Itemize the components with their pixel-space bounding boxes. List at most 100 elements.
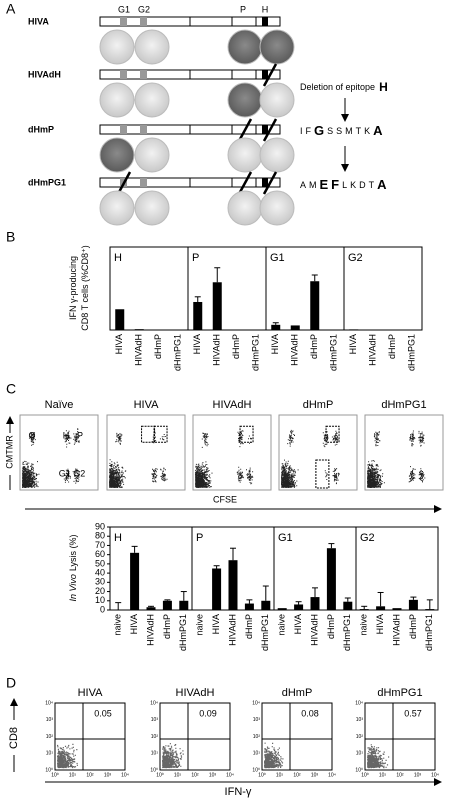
x-tick-label: 10⁴ [328,772,336,778]
bar [134,329,144,330]
construct-name: dHmP [28,124,54,134]
plot-frame [278,414,358,491]
x-tick-label: naive [277,614,287,636]
x-tick-label: 10³ [209,772,217,778]
y-axis-label-line: CD8 T cells (%CD8⁺) [80,245,90,330]
x-tick-label: dHmPG1 [424,614,434,651]
subpanel-title: G1 [270,252,285,264]
bar [425,609,435,610]
bar [130,552,140,610]
x-tick-label: HIVA [293,614,303,634]
y-tick-label: 10¹ [151,751,159,757]
elispot-well [134,29,170,65]
elispot-well [259,82,295,118]
panel-label: C [6,381,16,397]
x-tick-label: 10¹ [276,772,284,778]
deletion-slash [262,171,278,195]
x-tick-label: dHmP [309,334,319,359]
bar [244,603,254,610]
x-tick-label: dHmP [162,614,172,639]
construct-name: HIVAdH [28,69,61,79]
bar [290,325,300,330]
x-tick-label: 10² [293,772,301,778]
x-tick-label: dHmP [408,614,418,639]
y-tick-label: 30 [95,577,105,587]
bar [294,604,304,610]
flow-dots [195,430,254,488]
elispot-well [99,29,135,65]
epitope-box [140,70,147,79]
subpanel-title: G2 [360,532,375,544]
elispot-well [134,190,170,226]
plot-title: dHmP [303,399,334,411]
bar [179,600,189,610]
y-tick-label: 10¹ [356,751,364,757]
subpanel-title: H [114,532,122,544]
x-tick-label: 10³ [311,772,319,778]
y-tick-label: 10 [95,595,105,605]
x-tick-label: 10⁰ [156,772,164,778]
x-tick-label: 10⁰ [361,772,369,778]
y-tick-label: 10⁴ [150,700,158,706]
x-tick-label: naive [359,614,369,636]
plot-title: HIVAdH [176,687,215,699]
x-tick-label: 10³ [414,772,422,778]
x-tick-label: dHmPG1 [251,334,261,371]
y-tick-label: 10¹ [46,751,54,757]
flow-dots [367,744,390,769]
elispot-well [99,137,135,173]
x-tick-label: dHmP [244,614,254,639]
y-tick-label: 10⁴ [355,700,363,706]
panel-label: A [6,1,16,17]
sequence-part: SSMTK [327,126,373,136]
subpanel-frame [343,246,423,331]
x-tick-label: HIVA [114,334,124,354]
sequence-part: AM [300,180,320,190]
gate-label: H [63,430,70,440]
elispot-well [227,29,263,65]
x-tick-label: HIVA [129,614,139,634]
elispot-well [259,137,295,173]
x-tick-label: 10⁰ [258,772,266,778]
y-axis-label: IFN γ-producing CD8 T cells (%CD8⁺) [68,245,90,330]
x-axis-title: CFSE [213,494,237,504]
plot-title: HIVA [134,399,160,411]
plot-title: HIVA [78,687,104,699]
x-tick-label: HIVAdH [290,334,300,366]
y-tick-label: 20 [95,586,105,596]
x-tick-label: 10¹ [379,772,387,778]
bar [271,324,281,330]
subpanel-title: G1 [278,532,293,544]
y-tick-label: 60 [95,549,105,559]
x-tick-label: HIVAdH [368,334,378,366]
elispot-well [134,137,170,173]
bar [228,560,238,610]
annotation: Deletion of epitope H [300,80,388,94]
bar [193,301,203,330]
sequence-part: A [373,123,385,138]
gate [239,425,254,443]
bar [349,329,359,330]
epitope-label: P [240,4,246,14]
deletion-slash [262,63,278,87]
epitope-box [120,17,127,26]
bar [376,606,386,610]
x-tick-label: 10¹ [69,772,77,778]
elispot-well [99,82,135,118]
plot-title: dHmPG1 [381,399,426,411]
gate-label: Ø [28,430,35,440]
x-tick-label: HIVAdH [227,614,237,646]
bar [261,600,271,610]
x-tick-label: HIVAdH [134,334,144,366]
x-tick-label: 10⁴ [121,772,129,778]
x-tick-label: 10⁰ [51,772,59,778]
y-tick-label: 70 [95,540,105,550]
elispot-well [134,82,170,118]
bar [310,281,320,330]
y-tick-label: 10⁴ [252,700,260,706]
y-tick-label: 80 [95,531,105,541]
x-tick-label: HIVAdH [212,334,222,366]
y-tick-label: 10² [151,734,159,740]
bar [359,609,369,610]
